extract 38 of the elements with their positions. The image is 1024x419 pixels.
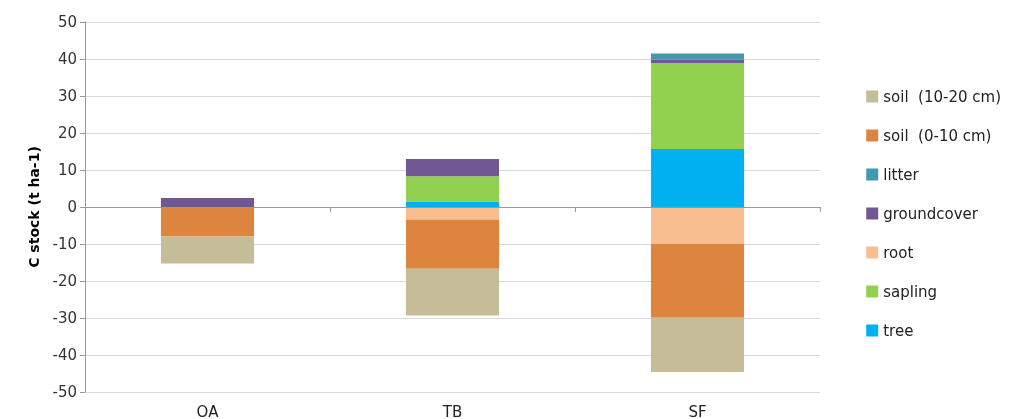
- bar: [405, 268, 500, 316]
- bar: [405, 207, 500, 220]
- legend-label: soil (0-10 cm): [883, 126, 992, 145]
- bar: [405, 158, 500, 177]
- y-tick-label: 0: [67, 198, 77, 216]
- legend-label: groundcover: [883, 204, 979, 223]
- y-tick-label: 40: [57, 50, 77, 68]
- y-tick-label: -40: [52, 346, 77, 364]
- x-tick-label: OA: [196, 402, 220, 419]
- y-tick-label: 10: [57, 161, 77, 179]
- y-tick-label: -30: [52, 309, 77, 327]
- y-tick-label: -50: [52, 383, 77, 401]
- y-axis-title: C stock (t ha-1): [26, 146, 42, 268]
- y-tick-label: 50: [57, 13, 77, 31]
- bar: [650, 243, 745, 318]
- legend-label: tree: [883, 321, 914, 340]
- bar: [160, 198, 255, 207]
- bar: [650, 53, 745, 60]
- legend-label: sapling: [883, 282, 938, 301]
- bar: [405, 201, 500, 207]
- bar: [650, 148, 745, 207]
- x-tick-label: TB: [441, 402, 463, 419]
- y-tick-label: -20: [52, 272, 77, 290]
- y-tick-label: -10: [52, 235, 77, 253]
- y-tick-label: 30: [57, 87, 77, 105]
- legend-label: litter: [883, 165, 920, 184]
- bar: [160, 207, 255, 237]
- bar: [650, 207, 745, 244]
- bar: [160, 236, 255, 264]
- bar: [650, 59, 745, 64]
- legend-label: soil (10-20 cm): [883, 87, 1001, 106]
- y-tick-label: 20: [57, 124, 77, 142]
- bar: [405, 219, 500, 269]
- legend-label: root: [883, 243, 914, 262]
- bar: [650, 317, 745, 373]
- bar: [650, 63, 745, 149]
- x-tick-label: SF: [688, 402, 707, 419]
- bar: [405, 176, 500, 202]
